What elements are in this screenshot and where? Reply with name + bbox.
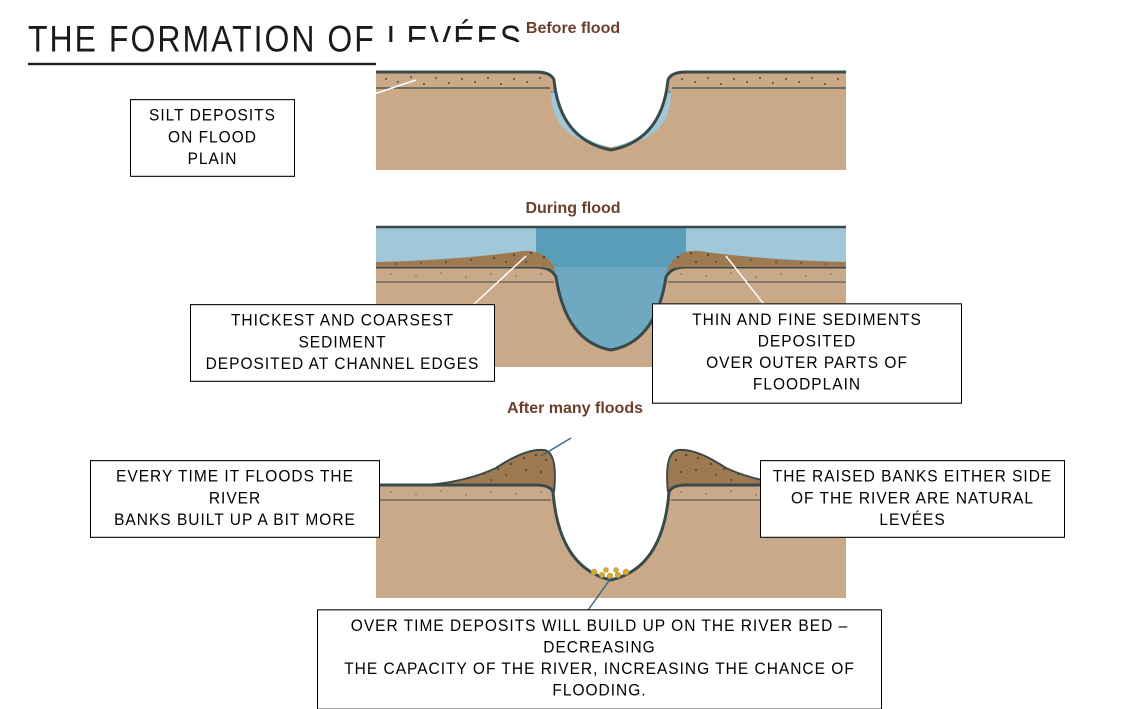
diagram-before: [376, 42, 846, 170]
callout-thin: THIN AND FINE SEDIMENTS DEPOSITED OVER O…: [652, 303, 962, 403]
callout-overtime: OVER TIME DEPOSITS WILL BUILD UP ON THE …: [317, 609, 882, 709]
callout-every: EVERY TIME IT FLOODS THE RIVER BANKS BUI…: [90, 460, 380, 538]
stage-label-before: Before flood: [498, 20, 648, 38]
callout-raised: THE RAISED BANKS EITHER SIDE OF THE RIVE…: [760, 460, 1065, 538]
stage-label-after: After many floods: [490, 400, 660, 418]
stage-label-during: During flood: [498, 200, 648, 218]
callout-silt: SILT DEPOSITS ON FLOOD PLAIN: [130, 99, 295, 177]
callout-thickest: THICKEST AND COARSEST SEDIMENT DEPOSITED…: [190, 304, 495, 382]
